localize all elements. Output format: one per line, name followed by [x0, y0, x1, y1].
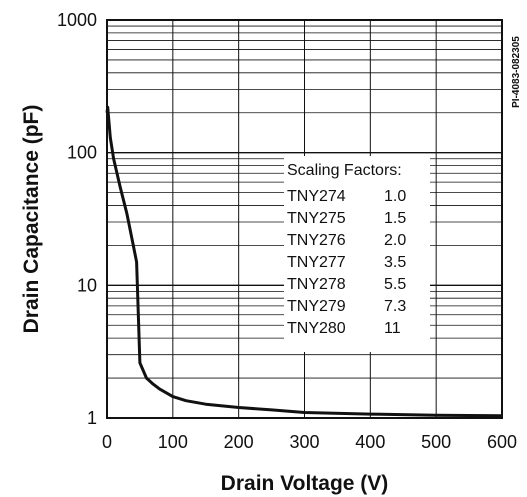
legend-background — [284, 156, 430, 352]
plot-frame — [106, 19, 503, 419]
legend-scaling-factor: 2.0 — [384, 232, 406, 249]
x-tick-label: 300 — [289, 432, 319, 452]
legend-scaling-factor: 5.5 — [384, 276, 406, 293]
y-axis-title: Drain Capacitance (pF) — [20, 105, 43, 334]
legend-title: Scaling Factors: — [287, 162, 402, 179]
legend-part-number: TNY278 — [287, 276, 346, 293]
x-tick-label: 600 — [487, 432, 517, 452]
legend-part-number: TNY280 — [287, 320, 346, 337]
x-tick-label: 400 — [355, 432, 385, 452]
legend-part-number: TNY275 — [287, 210, 346, 227]
y-tick-labels: 1 10 100 1000 — [57, 10, 97, 428]
figure-id: PI-4083-082305 — [511, 36, 522, 108]
y-tick-label: 1000 — [57, 10, 97, 30]
x-tick-label: 200 — [224, 432, 254, 452]
legend-scaling-factor: 3.5 — [384, 254, 406, 271]
y-tick-label: 1 — [87, 408, 97, 428]
legend-scaling-factor: 11 — [384, 320, 401, 337]
legend-part-number: TNY277 — [287, 254, 346, 271]
legend-scaling-factor: 1.5 — [384, 210, 406, 227]
y-tick-label: 10 — [77, 275, 97, 295]
legend-part-number: TNY276 — [287, 232, 346, 249]
legend-scaling-factor: 1.0 — [384, 188, 406, 205]
x-tick-label: 500 — [421, 432, 451, 452]
capacitance-curve — [105, 105, 503, 418]
legend-scaling-factor: 7.3 — [384, 298, 406, 315]
legend-part-number: TNY279 — [287, 298, 346, 315]
x-tick-label: 0 — [102, 432, 112, 452]
x-tick-labels: 0 100 200 300 400 500 600 — [102, 432, 517, 452]
x-tick-label: 100 — [158, 432, 188, 452]
legend-part-number: TNY274 — [287, 188, 346, 205]
y-tick-label: 100 — [67, 143, 97, 163]
x-axis-title: Drain Voltage (V) — [221, 472, 389, 495]
legend: Scaling Factors: TNY274 1.0 TNY275 1.5 TNY27… — [284, 156, 430, 352]
